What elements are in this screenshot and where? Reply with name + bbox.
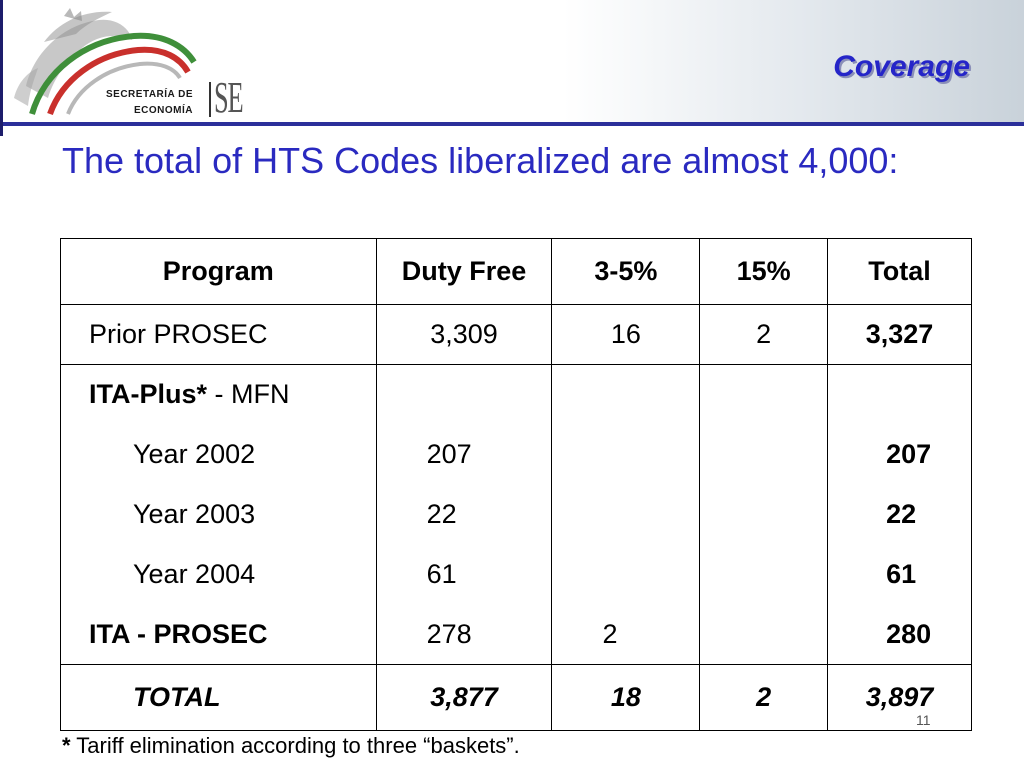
cell-3-5-percent: 2 bbox=[551, 604, 701, 665]
cell-total bbox=[827, 364, 972, 425]
row-label: ITA-Plus* - MFN bbox=[60, 364, 377, 425]
secretaria-economia-logo: SECRETARÍA DE ECONOMÍA SE bbox=[4, 2, 254, 122]
row-label-bold: ITA-Plus* bbox=[89, 379, 208, 410]
cell-total: 3,897 bbox=[827, 664, 972, 731]
cell-total: 22 bbox=[827, 484, 972, 545]
cell-3-5-percent bbox=[551, 544, 701, 605]
cell-3-5-percent: 16 bbox=[551, 304, 701, 365]
logo-separator bbox=[209, 82, 211, 117]
cell-duty-free: 207 bbox=[375, 424, 553, 485]
header-band bbox=[0, 0, 1024, 122]
cell-total: 280 bbox=[827, 604, 972, 665]
cell-15-percent bbox=[699, 484, 829, 545]
cell-15-percent: 2 bbox=[699, 664, 829, 731]
logo-mark-se: SE bbox=[214, 73, 244, 122]
page-number: 11 bbox=[916, 712, 931, 728]
row-label: TOTAL bbox=[60, 664, 377, 731]
cell-duty-free: 278 bbox=[375, 604, 553, 665]
footnote-text: Tariff elimination according to three “b… bbox=[70, 733, 520, 758]
row-label: Year 2003 bbox=[60, 484, 377, 545]
table-row: Year 2002 207 207 bbox=[60, 424, 972, 485]
footnote: * Tariff elimination according to three … bbox=[62, 733, 520, 759]
slide-title: Coverage bbox=[833, 50, 970, 83]
table-row: Year 2003 22 22 bbox=[60, 484, 972, 545]
footnote-star: * bbox=[62, 733, 71, 758]
cell-15-percent bbox=[699, 544, 829, 605]
table-row: ITA-Plus* - MFN bbox=[60, 364, 972, 425]
row-label: Prior PROSEC bbox=[60, 304, 377, 365]
cell-duty-free bbox=[375, 364, 553, 425]
header-3-5-percent: 3-5% bbox=[551, 238, 701, 305]
cell-15-percent bbox=[699, 364, 829, 425]
cell-total: 61 bbox=[827, 544, 972, 605]
row-label: Year 2002 bbox=[60, 424, 377, 485]
cell-3-5-percent: 18 bbox=[551, 664, 701, 731]
cell-duty-free: 3,309 bbox=[375, 304, 553, 365]
intro-text: The total of HTS Codes liberalized are a… bbox=[62, 140, 899, 181]
cell-duty-free: 22 bbox=[375, 484, 553, 545]
table-row: Year 2004 61 61 bbox=[60, 544, 972, 605]
table-row: Prior PROSEC 3,309 16 2 3,327 bbox=[60, 304, 972, 365]
logo-text-secretaria: SECRETARÍA DE bbox=[106, 89, 194, 100]
row-label: ITA - PROSEC bbox=[60, 604, 377, 665]
header-program: Program bbox=[60, 238, 377, 305]
cell-15-percent bbox=[699, 604, 829, 665]
row-label-rest: - MFN bbox=[207, 379, 290, 410]
cell-total: 3,327 bbox=[827, 304, 972, 365]
header-total: Total bbox=[827, 238, 972, 305]
header-15-percent: 15% bbox=[699, 238, 829, 305]
cell-3-5-percent bbox=[551, 424, 701, 485]
table-row-total: TOTAL 3,877 18 2 3,897 bbox=[60, 664, 972, 731]
cell-3-5-percent bbox=[551, 364, 701, 425]
cell-15-percent bbox=[699, 424, 829, 485]
cell-total: 207 bbox=[827, 424, 972, 485]
coverage-table: Program Duty Free 3-5% 15% Total Prior P… bbox=[60, 238, 972, 731]
eagle-emblem-icon bbox=[14, 8, 197, 116]
left-rule bbox=[0, 0, 3, 136]
table-header-row: Program Duty Free 3-5% 15% Total bbox=[60, 238, 972, 305]
logo-text-economia: ECONOMÍA bbox=[134, 105, 193, 116]
row-label: Year 2004 bbox=[60, 544, 377, 605]
header-duty-free: Duty Free bbox=[375, 238, 553, 305]
header-rule bbox=[0, 122, 1024, 126]
cell-duty-free: 61 bbox=[375, 544, 553, 605]
table-row: ITA - PROSEC 278 2 280 bbox=[60, 604, 972, 665]
cell-15-percent: 2 bbox=[699, 304, 829, 365]
cell-3-5-percent bbox=[551, 484, 701, 545]
cell-duty-free: 3,877 bbox=[375, 664, 553, 731]
